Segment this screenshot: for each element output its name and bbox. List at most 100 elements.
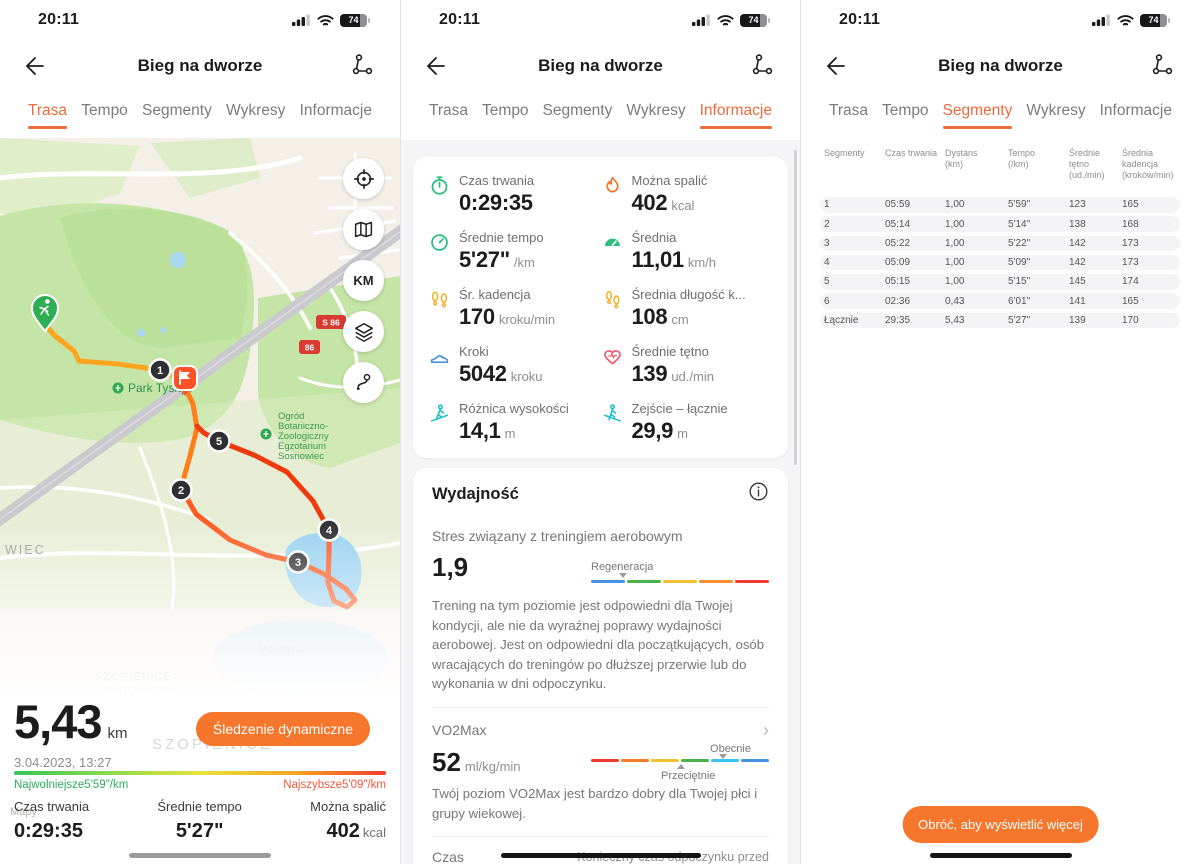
dynamic-tracking-button[interactable]: Śledzenie dynamiczne — [195, 712, 370, 746]
split-marker-2: 2 — [169, 478, 193, 502]
status-bar: 20:11 74 — [401, 0, 800, 40]
tab-bar: Trasa Tempo Segmenty Wykresy Informacje — [401, 92, 800, 138]
map-controls: KM — [343, 158, 384, 403]
vo2max-current-marker — [719, 753, 727, 759]
table-row: 1 05:59 1,00 5'59" 123 165 — [820, 197, 1180, 213]
scroll-indicator[interactable] — [794, 150, 797, 465]
tab-trasa[interactable]: Trasa — [829, 101, 869, 119]
stress-scale: Regeneracja — [591, 561, 769, 583]
app-bar: Bieg na dworze — [0, 40, 400, 92]
table-row: Łącznie 29:35 5,43 5'27" 139 170 — [820, 312, 1180, 329]
battery-icon: 74 — [340, 13, 367, 27]
road-badge-86: 86 — [299, 340, 320, 354]
table-row: 6 02:36 0,43 6'01" 141 165 — [820, 293, 1180, 309]
tab-wykresy[interactable]: Wykresy — [1026, 101, 1086, 119]
page-title: Bieg na dworze — [538, 56, 663, 75]
tab-tempo[interactable]: Tempo — [882, 101, 929, 119]
screen-informacje: 20:11 74 Bieg na dworze Trasa Tempo Segm… — [400, 0, 800, 864]
stress-marker — [619, 572, 627, 578]
vo2max-average-label: Przeciętnie — [661, 770, 716, 782]
tab-informacje[interactable]: Informacje — [699, 102, 773, 129]
route-map[interactable]: Park Tysiącl Ogród Botaniczno- Zoologicz… — [0, 138, 400, 700]
distance-unit: km — [107, 725, 128, 742]
cellular-signal-icon — [692, 14, 710, 26]
distance-value: 5,43 — [14, 695, 102, 748]
run-datetime: 3.04.2023, 13:27 — [14, 755, 112, 770]
tab-segmenty[interactable]: Segmenty — [542, 101, 613, 119]
metric-calories: Można spalić 402 kcal — [602, 167, 775, 224]
clock: 20:11 — [839, 11, 881, 28]
share-route-icon[interactable] — [350, 53, 376, 79]
performance-card: Wydajność Stres związany z treningiem ae… — [413, 468, 788, 864]
stopwatch-icon — [429, 175, 450, 196]
tab-wykresy[interactable]: Wykresy — [226, 101, 286, 119]
back-button[interactable] — [821, 53, 849, 79]
heart-icon — [602, 346, 623, 367]
vo2max-average-marker — [677, 763, 685, 769]
vo2max-label: VO2Max — [432, 722, 487, 738]
tab-segmenty[interactable]: Segmenty — [142, 101, 212, 119]
battery-icon: 74 — [1140, 13, 1167, 27]
battery-icon: 74 — [740, 13, 767, 27]
tab-informacje[interactable]: Informacje — [1099, 101, 1172, 119]
pace-legend: Najwolniejsze5'59"/km Najszybsze5'09"/km — [14, 779, 386, 791]
tab-trasa[interactable]: Trasa — [429, 101, 469, 119]
tab-trasa[interactable]: Trasa — [28, 102, 68, 129]
map-attribution: Mapy — [10, 806, 37, 818]
home-indicator[interactable] — [500, 853, 701, 858]
back-button[interactable] — [421, 53, 449, 79]
chevron-right-icon[interactable]: › — [763, 719, 769, 740]
stress-description: Trening na tym poziomie jest odpowiedni … — [432, 598, 765, 691]
status-bar: 20:11 74 — [801, 0, 1200, 40]
status-bar: 20:11 74 — [0, 0, 400, 40]
metrics-card: Czas trwania 0:29:35 Można spalić 402 kca… — [413, 157, 788, 458]
km-units-button[interactable]: KM — [343, 260, 384, 301]
table-row: 4 05:09 1,00 5'09" 142 173 — [820, 254, 1180, 271]
hiker-icon — [429, 403, 450, 424]
layers-button[interactable] — [343, 311, 384, 352]
slowest-pace-label: Najwolniejsze5'59"/km — [14, 779, 129, 791]
tab-bar: Trasa Tempo Segmenty Wykresy Informacje — [0, 92, 400, 138]
tab-segmenty[interactable]: Segmenty — [942, 102, 1012, 129]
stat-calories: Można spalić 402 kcal — [310, 799, 386, 842]
rotate-for-more-button[interactable]: Obróć, aby wyświetlić więcej — [902, 806, 1099, 843]
tab-wykresy[interactable]: Wykresy — [626, 101, 686, 119]
recovery-label: Czas regeneracji — [432, 849, 464, 864]
info-icon[interactable] — [748, 481, 769, 507]
metric-total-descent: Zejście – łącznie 29,9 m — [602, 395, 775, 452]
home-indicator[interactable] — [129, 853, 271, 858]
shoe-icon — [429, 346, 450, 367]
tab-tempo[interactable]: Tempo — [81, 101, 128, 119]
home-indicator[interactable] — [929, 853, 1072, 858]
clock: 20:11 — [439, 11, 481, 28]
footprints-icon — [429, 289, 450, 310]
stress-bar — [591, 579, 769, 583]
back-button[interactable] — [20, 53, 48, 79]
metric-steps: Kroki 5042 kroku — [429, 338, 602, 395]
vo2max-bar — [591, 758, 769, 762]
route-overview-button[interactable] — [343, 362, 384, 403]
pace-gauge-icon — [429, 232, 450, 253]
table-row: 3 05:22 1,00 5'22" 142 173 — [820, 235, 1180, 252]
share-route-icon[interactable] — [1150, 53, 1176, 79]
locate-button[interactable] — [343, 158, 384, 199]
svg-text:2: 2 — [178, 485, 184, 497]
map-type-button[interactable] — [343, 209, 384, 250]
vo2max-value: 52 — [432, 747, 461, 777]
wifi-icon — [317, 14, 334, 25]
speedometer-icon — [602, 232, 623, 253]
vo2max-description: Twój poziom VO2Max jest bardzo dobry dla… — [432, 786, 758, 821]
svg-text:1: 1 — [157, 365, 163, 377]
screen-segmenty: 20:11 74 Bieg na dworze Trasa Tempo Segm… — [800, 0, 1200, 864]
cellular-signal-icon — [1092, 14, 1110, 26]
screen-trasa: 20:11 74 Bieg na dworze Trasa Tempo Segm… — [0, 0, 400, 864]
flag-marker — [172, 365, 198, 396]
svg-text:Botaniczno-: Botaniczno- — [278, 421, 328, 432]
metric-avg-speed: Średnia 11,01 km/h — [602, 224, 775, 281]
svg-text:5: 5 — [216, 436, 222, 448]
tab-informacje[interactable]: Informacje — [299, 101, 372, 119]
tab-tempo[interactable]: Tempo — [482, 101, 529, 119]
stress-value: 1,9 — [432, 552, 469, 582]
share-route-icon[interactable] — [750, 53, 776, 79]
split-marker-1: 1 — [148, 358, 172, 382]
